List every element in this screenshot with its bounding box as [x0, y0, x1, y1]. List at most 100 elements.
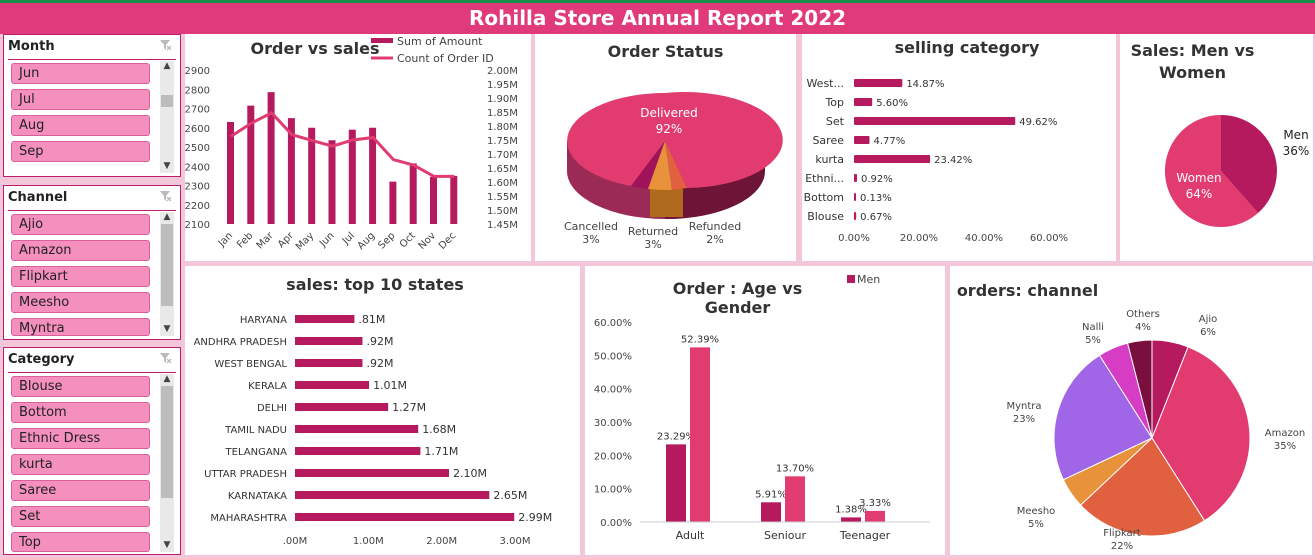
bar [854, 117, 1016, 125]
slice-pct: 4% [1135, 322, 1151, 333]
state-label: WEST BENGAL [214, 359, 287, 370]
state-label: KARNATAKA [228, 491, 287, 502]
category-label: Blouse [807, 210, 844, 223]
slice-label: Amazon [1265, 428, 1305, 439]
scrollbar[interactable]: ▲ ▼ [160, 61, 174, 173]
category-label: West... [806, 77, 844, 90]
slicer-item-month[interactable]: Sep [11, 141, 150, 162]
bar [389, 181, 397, 224]
slicer-item-channel[interactable]: Flipkart [11, 266, 150, 287]
x-tick-label: May [294, 230, 316, 252]
bar-value-label: 13.70% [776, 463, 814, 474]
slice-label: Returned [628, 225, 678, 238]
slicer-item-month[interactable]: Aug [11, 115, 150, 136]
bar [369, 127, 377, 224]
y-tick-label: 1.75M [487, 136, 518, 147]
bar [854, 193, 856, 201]
slicer-item-category[interactable]: Saree [11, 480, 150, 501]
bar [295, 403, 389, 411]
pie-slice [631, 141, 665, 189]
scrollbar[interactable]: ▲ ▼ [160, 212, 174, 336]
x-tick-label: Nov [417, 230, 439, 252]
scroll-down-icon[interactable]: ▼ [163, 161, 171, 171]
slice-pct: 6% [1200, 327, 1216, 338]
scroll-thumb[interactable] [161, 95, 173, 107]
slicer-item-category[interactable]: Top [11, 532, 150, 552]
bar-value-label: 0.13% [860, 193, 892, 204]
slicer-item-category[interactable]: Blouse [11, 376, 150, 397]
scroll-thumb[interactable] [161, 386, 173, 498]
state-label: DELHI [257, 403, 287, 414]
legend-swatch-amount [371, 38, 393, 43]
order-status-chart: Delivered 92% Cancelled 3% Returned 3% R… [564, 92, 783, 251]
scroll-up-icon[interactable]: ▲ [163, 212, 171, 222]
bar [430, 176, 437, 224]
scroll-thumb[interactable] [161, 224, 173, 306]
y-tick-label: 2700 [185, 105, 210, 116]
x-tick-label: Mar [255, 230, 277, 252]
category-label: Bottom [804, 191, 844, 204]
x-tick-label: Apr [276, 230, 297, 251]
chart-title: Sales: Men vs Women [1130, 41, 1255, 82]
slicer-item-month[interactable]: Jul [11, 89, 150, 110]
slice-pct: 35% [1274, 441, 1296, 452]
slicer-item-month[interactable]: Jun [11, 63, 150, 84]
legend-label: Men [857, 273, 880, 286]
category-label: kurta [815, 153, 844, 166]
clear-filter-icon[interactable] [160, 40, 172, 51]
bar [295, 337, 363, 345]
scroll-down-icon[interactable]: ▼ [163, 540, 171, 550]
pie-slice [648, 141, 672, 191]
bar-value-label: 23.42% [934, 155, 972, 166]
y-tick-label: 2800 [185, 85, 210, 96]
y-tick-label: 1.70M [487, 150, 518, 161]
slice-pct: 64% [1186, 187, 1213, 201]
bar [295, 315, 355, 323]
scroll-down-icon[interactable]: ▼ [163, 324, 171, 334]
slicer-item-category[interactable]: Ethnic Dress [11, 428, 150, 449]
bar-value-label: 0.92% [861, 174, 893, 185]
slice-pct: 5% [1085, 335, 1101, 346]
bar [854, 212, 857, 220]
bar-value-label: 3.33% [859, 498, 891, 509]
slicer-item-category[interactable]: Bottom [11, 402, 150, 423]
y-tick-label: 2500 [185, 143, 210, 154]
slicer-item-channel[interactable]: Ajio [11, 214, 150, 235]
slicer-item-channel[interactable]: Meesho [11, 292, 150, 313]
y-tick-label: 20.00% [594, 451, 632, 462]
slicer-item-channel[interactable]: Myntra [11, 318, 150, 336]
bar [666, 444, 686, 522]
scroll-up-icon[interactable]: ▲ [163, 61, 171, 71]
y-tick-label: 1.95M [487, 80, 518, 91]
bar-value-label: 2.99M [518, 511, 552, 524]
bar [308, 127, 316, 224]
state-label: TELANGANA [225, 447, 288, 458]
slicer-item-channel[interactable]: Amazon [11, 240, 150, 261]
bar [854, 136, 870, 144]
slicer-item-category[interactable]: Set [11, 506, 150, 527]
y-tick-label: 0.00% [600, 518, 632, 529]
clear-filter-icon[interactable] [160, 191, 172, 202]
y-tick-label: 50.00% [594, 351, 632, 362]
x-tick-label: 40.00% [965, 233, 1003, 244]
pie-depth-returned [650, 189, 683, 217]
clear-filter-icon[interactable] [160, 353, 172, 364]
bar-value-label: 2.65M [493, 489, 527, 502]
slice-pct: 36% [1283, 144, 1310, 158]
scroll-up-icon[interactable]: ▲ [163, 374, 171, 384]
pie-slice-men [1221, 115, 1277, 213]
slice-label: Delivered [640, 106, 697, 120]
x-tick-label: 20.00% [900, 233, 938, 244]
order-vs-sales-chart: Sum of Amount Count of Order ID 2900 2800… [185, 35, 518, 253]
order-status-panel: Order Status Delivered 92% Cancelled 3% … [535, 34, 796, 261]
x-tick-label: 2.00M [426, 536, 457, 547]
y-tick-label: 1.65M [487, 164, 518, 175]
slicer-item-category[interactable]: kurta [11, 454, 150, 475]
slice-pct: 92% [656, 122, 683, 136]
bar-value-label: .81M [358, 313, 385, 326]
chart-title: sales: top 10 states [286, 275, 464, 294]
selling-category-chart: West... 14.87% Top 5.60% Set 49.62% Saree 4.77%… [804, 77, 1068, 244]
pie-slice [1151, 346, 1251, 522]
scrollbar[interactable]: ▲ ▼ [160, 374, 174, 552]
orders-channel-panel: orders: channel Ajio 6% Amazon 35% Flipk… [950, 266, 1312, 555]
